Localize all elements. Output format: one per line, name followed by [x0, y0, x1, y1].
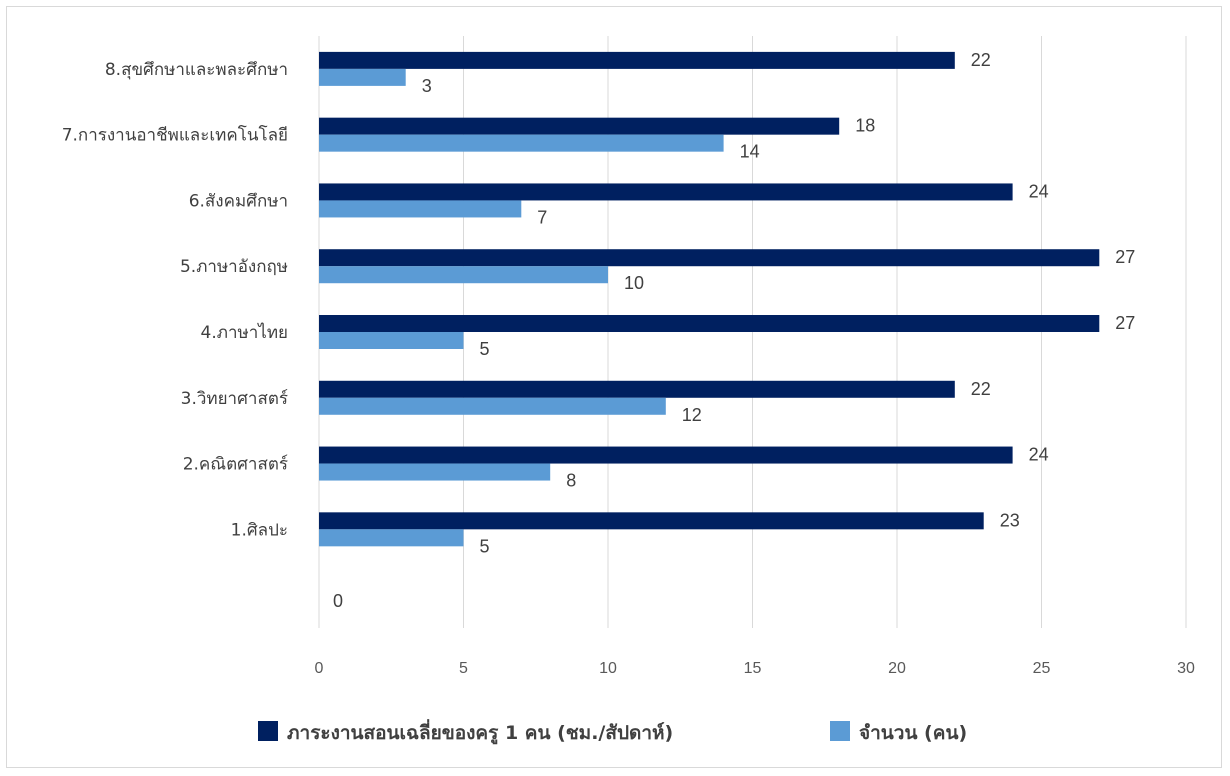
data-label: 23 [1000, 510, 1020, 530]
category-label: 6.สังคมศึกษา [189, 191, 288, 211]
x-tick-label: 15 [744, 660, 762, 677]
data-label: 7 [537, 207, 547, 227]
bar[interactable] [319, 249, 1100, 267]
category-label: 7.การงานอาชีพและเทคโนโลยี [62, 125, 288, 146]
data-label: 27 [1115, 247, 1135, 267]
bar[interactable] [319, 200, 522, 218]
data-label: 5 [480, 536, 490, 556]
bar[interactable] [319, 51, 955, 69]
x-tick-label: 10 [599, 660, 617, 677]
data-label: 24 [1029, 445, 1049, 465]
data-label: 27 [1115, 313, 1135, 333]
data-label: 10 [624, 273, 644, 293]
bar[interactable] [319, 380, 955, 398]
x-tick-label: 0 [315, 660, 324, 677]
category-label: 5.ภาษาอังกฤษ [180, 257, 288, 277]
bar[interactable] [319, 446, 1013, 464]
bar[interactable] [319, 529, 464, 547]
category-label: 4.ภาษาไทย [201, 322, 288, 343]
data-label: 18 [855, 116, 875, 136]
bar[interactable] [319, 266, 608, 284]
data-label: 12 [682, 405, 702, 425]
category-label: 3.วิทยาศาสตร์ [181, 389, 288, 409]
legend-label: ภาระงานสอนเฉลี่ยของครู 1 คน (ชม./สัปดาห์… [287, 719, 673, 745]
legend-swatch [830, 721, 850, 741]
category-label: 2.คณิตศาสตร์ [183, 455, 288, 475]
data-label: 5 [480, 339, 490, 359]
data-label: 8 [566, 471, 576, 491]
bar[interactable] [319, 332, 464, 349]
bar[interactable] [319, 117, 840, 135]
category-label: 1.ศิลปะ [231, 520, 288, 540]
bar[interactable] [319, 463, 551, 481]
x-tick-label: 30 [1177, 660, 1195, 677]
category-label: 8.สุขศึกษาและพละศึกษา [105, 60, 288, 80]
data-label: 24 [1029, 181, 1049, 201]
bar[interactable] [319, 183, 1013, 201]
legend-swatch [258, 721, 278, 741]
bar[interactable] [319, 397, 666, 415]
x-tick-label: 5 [459, 660, 468, 677]
legend-label: จำนวน (คน) [859, 722, 967, 744]
data-label: 14 [740, 142, 760, 162]
x-tick-label: 25 [1033, 660, 1051, 677]
bar[interactable] [319, 68, 406, 86]
data-label: 3 [422, 76, 432, 96]
bar[interactable] [319, 315, 1100, 332]
data-label: 22 [971, 50, 991, 70]
bar[interactable] [319, 134, 724, 152]
data-label: 22 [971, 379, 991, 399]
bar[interactable] [319, 512, 984, 530]
data-label: 0 [333, 591, 343, 611]
x-tick-label: 20 [888, 660, 906, 677]
